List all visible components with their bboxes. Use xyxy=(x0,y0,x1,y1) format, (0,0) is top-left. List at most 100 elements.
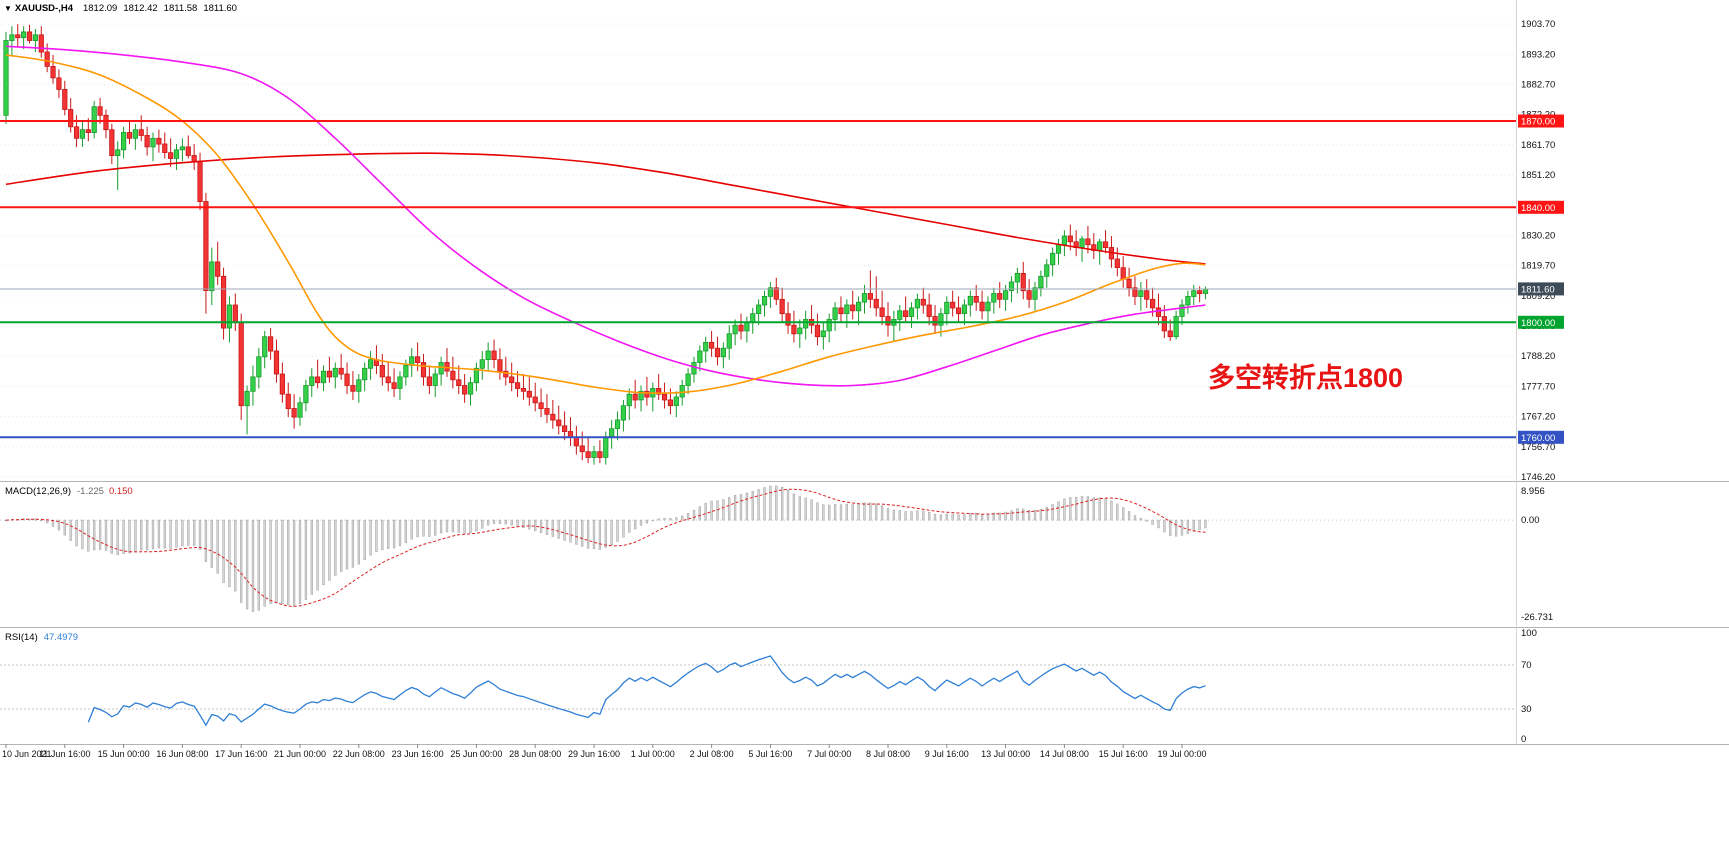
candle-bull xyxy=(861,293,868,303)
macd-bar xyxy=(1133,515,1137,521)
candle-bull xyxy=(697,350,703,363)
candle-bear xyxy=(291,408,297,418)
ohlc-low: 1811.58 xyxy=(163,3,198,14)
macd-bar xyxy=(281,519,284,604)
candle-bull xyxy=(756,304,762,315)
time-label: 13 Jul 00:00 xyxy=(981,749,1030,759)
candle-bear xyxy=(667,399,674,407)
candle-bear xyxy=(562,425,568,432)
macd-bar xyxy=(516,519,519,527)
candle-bear xyxy=(414,356,421,363)
candle-bear xyxy=(38,34,44,53)
rsi-line xyxy=(87,655,1206,727)
candle-bull xyxy=(32,34,39,41)
candle-bear xyxy=(344,373,350,386)
candle-bear xyxy=(997,293,1003,300)
macd-bar xyxy=(1145,519,1148,522)
macd-bar xyxy=(492,519,496,524)
macd-bar xyxy=(1069,497,1072,521)
macd-bar xyxy=(263,519,266,607)
candle-bear xyxy=(656,387,662,395)
time-label: 9 Jul 16:00 xyxy=(925,749,969,759)
macd-bar xyxy=(410,519,413,540)
macd-bar xyxy=(469,519,472,534)
macd-bar xyxy=(1169,519,1172,536)
candle-bull xyxy=(614,419,621,430)
macd-bar xyxy=(104,519,108,551)
macd-bar xyxy=(839,504,843,521)
ma-long-magenta xyxy=(5,45,1206,387)
macd-label: MACD(12,26,9) -1.225 0.150 xyxy=(5,486,133,497)
macd-bar xyxy=(1057,501,1060,521)
grid-layer xyxy=(0,23,1516,478)
candle-bull xyxy=(820,330,826,338)
candle-bear xyxy=(97,106,103,116)
candle-bear xyxy=(850,304,856,312)
candle-bear xyxy=(156,137,162,145)
macd-bar xyxy=(498,519,502,524)
price-label-1840.00-box xyxy=(1518,200,1564,214)
indicator-axis[interactable]: 8.956 0.00 -26.731 100 70 30 0 xyxy=(1521,486,1553,745)
macd-name: MACD(12,26,9) xyxy=(5,486,71,497)
candle-bear xyxy=(514,382,521,389)
macd-bar xyxy=(63,519,66,536)
price-axis[interactable]: 1903.701893.201882.701872.201861.701851.… xyxy=(1518,19,1564,483)
macd-bar xyxy=(216,519,219,574)
time-label: 5 Jul 16:00 xyxy=(748,749,792,759)
macd-bar xyxy=(451,519,455,533)
price-tick-label: 1788.20 xyxy=(1521,351,1555,362)
macd-bar xyxy=(804,497,807,521)
candle-bear xyxy=(85,129,91,133)
time-label: 7 Jul 00:00 xyxy=(807,749,851,759)
candle-bull xyxy=(1097,241,1103,251)
candle-bull xyxy=(1014,272,1020,283)
macd-bar xyxy=(204,519,208,562)
macd-bar xyxy=(1139,517,1142,521)
candle-bull xyxy=(620,405,627,421)
price-label-1760.00-box xyxy=(1518,430,1564,444)
candle-bear xyxy=(15,34,21,39)
candle-bull xyxy=(1191,290,1197,297)
macd-bar xyxy=(886,508,890,521)
macd-bar xyxy=(228,519,231,588)
candle-bear xyxy=(544,408,550,415)
macd-bar xyxy=(875,503,878,521)
macd-bar xyxy=(1010,510,1013,521)
candle-bull xyxy=(91,106,97,133)
candle-bull xyxy=(1044,264,1050,277)
macd-bar xyxy=(357,519,360,565)
candle-bear xyxy=(903,310,909,317)
macd-bar xyxy=(857,503,860,521)
candle-bear xyxy=(450,370,456,381)
candle-bull xyxy=(720,347,726,358)
macd-bar xyxy=(1127,511,1131,521)
candle-bull xyxy=(626,393,632,407)
macd-bar xyxy=(522,519,525,528)
macd-bar xyxy=(369,519,372,556)
candle-bear xyxy=(1197,290,1203,295)
macd-bar xyxy=(798,496,801,521)
candle-bear xyxy=(185,146,191,156)
candle-bear xyxy=(1155,307,1162,317)
macd-bar xyxy=(728,497,731,521)
ohlc-close: 1811.60 xyxy=(203,3,237,14)
candle-bear xyxy=(532,396,538,404)
macd-bar xyxy=(651,519,654,522)
candle-bear xyxy=(426,376,432,386)
macd-bar xyxy=(93,519,96,551)
candle-bear xyxy=(462,385,468,395)
macd-bar xyxy=(157,519,161,549)
macd-bar xyxy=(1016,508,1019,521)
ohlc-open: 1812.09 xyxy=(82,3,118,14)
macd-bar xyxy=(145,519,149,551)
macd-bar xyxy=(539,519,543,533)
macd-bar xyxy=(234,519,237,592)
candle-bull xyxy=(673,396,679,407)
candle-bull xyxy=(1173,316,1179,338)
time-label: 29 Jun 16:00 xyxy=(568,749,620,759)
macd-bar xyxy=(1122,507,1125,521)
macd-bar xyxy=(504,519,507,525)
macd-bar xyxy=(992,512,995,521)
